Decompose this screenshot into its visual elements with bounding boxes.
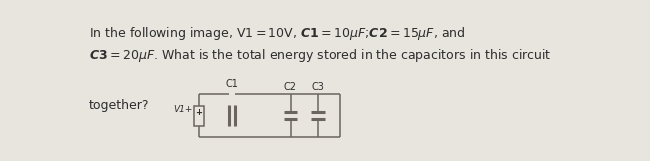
Text: V1+: V1+ bbox=[173, 105, 192, 114]
Text: In the following image, V1$=$10V, $\boldsymbol{C1} = 10\mu F$;$\boldsymbol{C2} =: In the following image, V1$=$10V, $\bold… bbox=[89, 25, 465, 43]
Text: C2: C2 bbox=[284, 82, 297, 92]
Text: C1: C1 bbox=[225, 79, 238, 89]
Text: +: + bbox=[196, 108, 203, 117]
Text: $\boldsymbol{C3} = 20\mu F$. What is the total energy stored in the capacitors i: $\boldsymbol{C3} = 20\mu F$. What is the… bbox=[89, 47, 552, 64]
Bar bbox=[194, 106, 204, 126]
Text: together?: together? bbox=[89, 99, 150, 112]
Text: C3: C3 bbox=[311, 82, 324, 92]
